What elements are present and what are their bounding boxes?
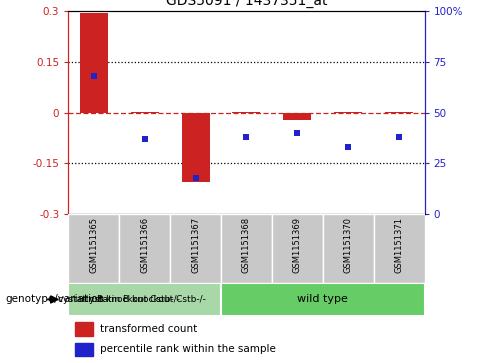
Bar [385,112,413,113]
Text: GSM1151369: GSM1151369 [293,217,302,273]
Point [192,175,200,180]
Point [243,134,250,140]
Point [90,73,98,79]
Bar [374,214,425,283]
Bar [131,111,159,113]
Bar [334,111,362,113]
Text: GSM1151365: GSM1151365 [89,217,98,273]
Point [293,130,301,136]
Bar [272,214,323,283]
Text: GSM1151368: GSM1151368 [242,217,251,273]
Bar [182,113,209,182]
Text: GSM1151370: GSM1151370 [344,217,353,273]
Bar [323,214,374,283]
Text: GSM1151366: GSM1151366 [140,217,149,273]
Bar [221,283,425,316]
Bar [76,322,93,336]
Text: percentile rank within the sample: percentile rank within the sample [100,344,276,354]
Title: GDS5091 / 1437351_at: GDS5091 / 1437351_at [166,0,327,8]
Bar [76,343,93,356]
Text: transformed count: transformed count [100,324,197,334]
Text: genotype/variation: genotype/variation [5,294,104,305]
Text: GSM1151367: GSM1151367 [191,217,200,273]
Bar [80,13,108,113]
Bar [68,214,119,283]
Point [345,144,352,150]
Bar [119,214,170,283]
Text: cystatin B knockout Cstb-/-: cystatin B knockout Cstb-/- [58,295,180,304]
Text: wild type: wild type [297,294,348,305]
Bar [232,112,261,113]
Bar [221,214,272,283]
Text: cystatin B knockout Cstb-/-: cystatin B knockout Cstb-/- [84,295,205,304]
Bar [284,113,311,120]
Point [395,134,403,140]
Bar [170,214,221,283]
Bar [68,283,221,316]
Text: GSM1151371: GSM1151371 [395,217,404,273]
Point [141,136,148,142]
